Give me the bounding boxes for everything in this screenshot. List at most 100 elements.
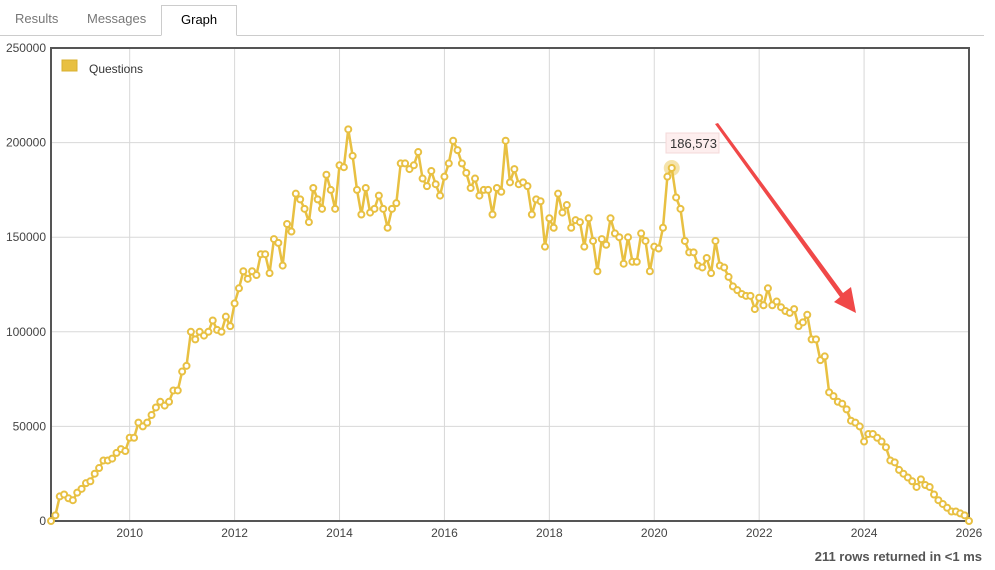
y-tick-label: 200000	[6, 136, 46, 150]
tab-results[interactable]: Results	[15, 11, 59, 26]
data-point	[812, 335, 820, 344]
x-tick-label: 2010	[116, 526, 143, 540]
x-tick-label: 2026	[956, 526, 983, 540]
data-point	[838, 399, 847, 408]
data-point	[208, 316, 217, 325]
y-tick-label: 150000	[6, 230, 46, 244]
data-point	[47, 517, 55, 525]
data-point	[580, 242, 589, 251]
row-count-status: 211 rows returned in <1 ms	[814, 549, 982, 564]
data-point	[632, 257, 641, 266]
data-point	[436, 191, 445, 200]
data-point	[672, 193, 681, 202]
data-point	[624, 233, 633, 242]
arrow-icon	[715, 123, 856, 313]
data-point	[755, 293, 764, 302]
data-point	[654, 244, 663, 253]
data-point	[562, 201, 571, 210]
data-point	[304, 218, 313, 227]
tooltip-box	[665, 132, 720, 154]
data-point	[186, 327, 195, 336]
data-point	[401, 159, 410, 168]
data-point	[798, 318, 807, 327]
data-point	[545, 214, 554, 223]
data-point	[916, 475, 925, 484]
data-point	[165, 397, 174, 406]
data-point	[860, 437, 869, 446]
data-point	[820, 352, 829, 361]
data-point	[217, 327, 226, 336]
data-point	[108, 454, 117, 463]
data-point	[68, 496, 77, 505]
data-point	[353, 185, 361, 194]
data-point	[908, 477, 917, 486]
tab-messages[interactable]: Messages	[87, 11, 147, 26]
data-point	[261, 250, 270, 259]
data-point	[842, 405, 851, 414]
data-point	[965, 517, 973, 525]
data-point	[567, 223, 576, 232]
data-point	[689, 248, 698, 257]
legend: Questions	[61, 59, 143, 76]
data-point	[960, 511, 969, 520]
data-point	[759, 301, 768, 310]
data-point	[457, 159, 466, 168]
legend-label: Questions	[89, 62, 143, 76]
data-point	[711, 236, 720, 245]
data-point	[488, 210, 497, 219]
tab-graph[interactable]: Graph	[161, 5, 238, 36]
x-tick-label: 2020	[641, 526, 668, 540]
data-point	[523, 182, 532, 191]
data-point	[772, 297, 781, 306]
data-point	[680, 236, 689, 245]
data-point	[178, 367, 187, 376]
data-point	[221, 312, 230, 321]
y-tick-label: 0	[39, 514, 46, 528]
series-line	[50, 129, 970, 522]
data-point	[414, 148, 423, 157]
data-point	[90, 469, 99, 478]
data-point	[204, 327, 213, 336]
data-point	[602, 240, 611, 249]
data-point	[707, 269, 716, 278]
data-point	[449, 136, 458, 145]
tab-bar: Results Messages Graph	[0, 5, 984, 36]
data-point	[462, 168, 471, 177]
data-point	[348, 151, 357, 160]
y-tick-label: 100000	[6, 325, 46, 339]
data-point	[283, 219, 292, 228]
data-point	[387, 204, 396, 213]
data-point	[645, 267, 654, 276]
data-point	[877, 437, 886, 446]
data-point	[95, 464, 104, 473]
data-point	[121, 446, 130, 455]
data-point	[252, 271, 261, 280]
data-point	[418, 174, 427, 183]
data-point	[243, 274, 252, 283]
data-point	[912, 482, 921, 491]
data-point	[698, 263, 707, 272]
data-point	[540, 242, 549, 251]
data-point	[558, 208, 567, 217]
data-point	[597, 235, 606, 244]
data-point	[278, 261, 287, 270]
data-point	[309, 184, 318, 193]
data-point	[829, 392, 838, 401]
data-point	[234, 284, 243, 293]
data-point	[881, 443, 890, 452]
data-point	[475, 191, 484, 200]
data-point	[379, 204, 388, 213]
data-point	[191, 335, 200, 344]
data-point	[313, 195, 322, 204]
plot-frame	[50, 47, 970, 522]
red-arrow-annotation	[715, 123, 856, 313]
data-point	[86, 477, 95, 486]
data-point	[702, 254, 711, 263]
data-point	[274, 238, 283, 247]
data-point	[344, 125, 353, 134]
data-point	[331, 204, 340, 213]
data-point	[930, 490, 939, 499]
data-point	[357, 210, 366, 219]
data-point	[593, 267, 602, 276]
data-point	[667, 164, 676, 173]
